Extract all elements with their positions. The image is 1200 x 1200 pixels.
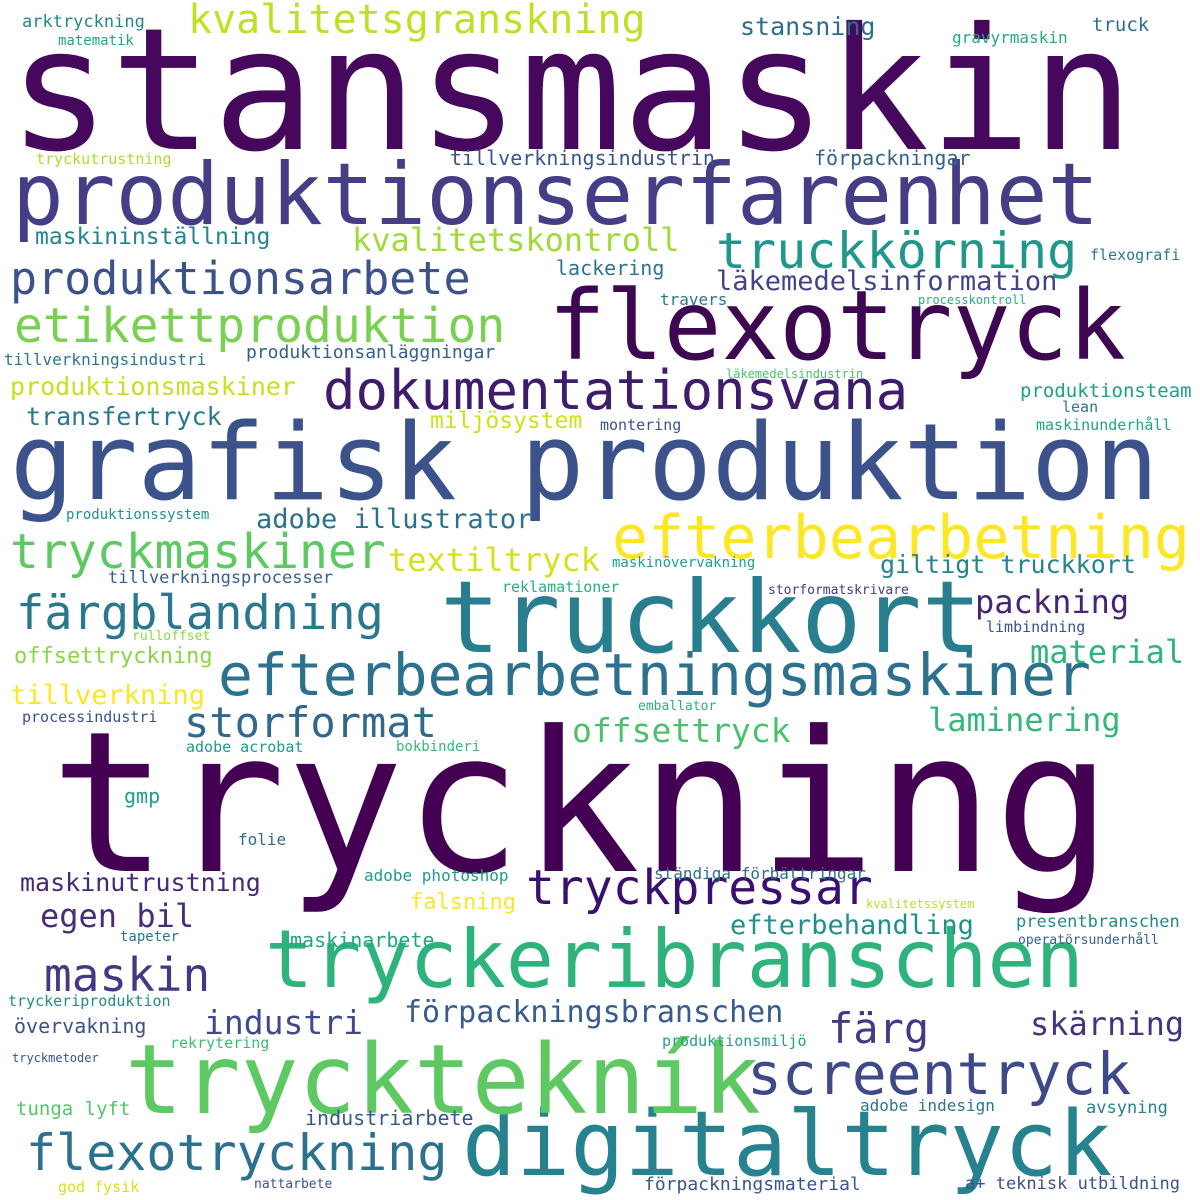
word-produktionsanlaggningar: produktionsanläggningar: [246, 342, 496, 363]
word-maskinutrustning: maskinutrustning: [20, 868, 261, 897]
word-flexotryckning: flexotryckning: [26, 1124, 448, 1182]
word-rulloffset: rulloffset: [132, 629, 211, 644]
word-laminering: laminering: [928, 701, 1121, 739]
word-textiltryck: textiltryck: [388, 541, 600, 579]
word-offsettryckning: offsettryckning: [14, 644, 213, 669]
word-fargblandning: färgblandning: [16, 586, 384, 641]
word-reklamationer: reklamationer: [502, 578, 620, 596]
word-forpackningsbranschen: förpackningsbranschen: [404, 995, 784, 1030]
word-folie: folie: [238, 830, 287, 849]
word-stansmaskin: stansmaskin: [8, 0, 1134, 190]
word-maskinarbete: maskinarbete: [290, 928, 435, 952]
word-gmp: gmp: [124, 784, 161, 808]
word-dokumentationsvana: dokumentationsvana: [323, 359, 909, 422]
word-lakemedelsinformation: läkemedelsinformation: [716, 266, 1058, 297]
word-efterbearbetning: efterbearbetning: [612, 503, 1190, 573]
word-miljosystem: miljösystem: [430, 408, 583, 434]
word-lakemedelsindustrin: läkemedelsindustrin: [726, 367, 864, 381]
word-tapeter: tapeter: [120, 929, 180, 945]
word-falsning: falsning: [410, 890, 516, 915]
word-tillverkning: tillverkning: [10, 680, 206, 711]
word-produktionsteam: produktionsteam: [1020, 380, 1192, 402]
word-digitaltryck: digitaltryck: [462, 1092, 1113, 1197]
word-offsettryck: offsettryck: [572, 711, 791, 750]
word-produktionsmiljo: produktionsmiljö: [662, 1032, 807, 1050]
word-material: material: [1030, 633, 1185, 671]
word-tunga-lyft: tunga lyft: [16, 1098, 131, 1120]
word-maskin: maskin: [44, 948, 211, 1002]
word-storformat: storformat: [184, 698, 437, 747]
word-efterbehandling: efterbehandling: [730, 910, 974, 941]
word-kvalitetssystem: kvalitetssystem: [866, 897, 975, 911]
word-tryckeriproduktion: tryckeriproduktion: [8, 992, 171, 1010]
word-transfertryck: transfertryck: [26, 402, 222, 431]
word-travers: travers: [660, 290, 728, 309]
word-tillverkningsprocesser: tillverkningsprocesser: [108, 568, 334, 588]
word-emballator: emballator: [638, 699, 717, 714]
word-tillverkningsindustrin: tillverkningsindustrin: [450, 146, 715, 170]
word-overvakning: övervakning: [14, 1014, 147, 1038]
word-arktryckning: arktryckning: [22, 12, 145, 32]
word-montering: montering: [600, 416, 682, 434]
word-produktionssystem: produktionssystem: [66, 507, 210, 523]
word-maskinunderhall: maskinunderhåll: [1036, 416, 1172, 434]
word-kvalitetsgranskning: kvalitetsgranskning: [188, 0, 646, 43]
word-truckkort: truckkort: [440, 559, 982, 676]
word-tryckeribranschen: tryckeribranschen: [265, 913, 1084, 1006]
word-bokbinderi: bokbinderi: [396, 739, 481, 755]
word-produktionserfarenhet: produktionserfarenhet: [12, 145, 1100, 245]
word-presentbranschen: presentbranschen: [1016, 912, 1180, 932]
word-adobe-indesign: adobe indesign: [860, 1096, 995, 1115]
word-storformatskrivare: storformatskrivare: [768, 583, 909, 598]
word-processindustri: processindustri: [22, 708, 158, 726]
word-forpackningsmaterial: förpackningsmaterial: [644, 1174, 861, 1195]
word-efterbearbetningsmaskiner: efterbearbetningsmaskiner: [218, 641, 1091, 709]
word-truckkorning: truckkörning: [716, 222, 1078, 280]
word-produktionsmaskiner: produktionsmaskiner: [10, 372, 296, 401]
word-a-teknisk-utbildning: a+ teknisk utbildning: [965, 1174, 1180, 1194]
word-industri: industri: [204, 1003, 363, 1042]
word-farg: färg: [828, 1004, 930, 1053]
word-processkontroll: processkontroll: [918, 293, 1027, 307]
word-tryckmetoder: tryckmetoder: [12, 1051, 99, 1065]
word-tryckmaskiner: tryckmaskiner: [10, 524, 386, 580]
word-tryckning: tryckning: [50, 690, 1113, 918]
word-operatorsunderhall: operatörsunderhåll: [1018, 933, 1159, 948]
word-nattarbete: nattarbete: [254, 1177, 333, 1192]
word-forpackningar: förpackningar: [814, 146, 971, 170]
word-matematik: matematik: [58, 33, 134, 49]
word-stansning: stansning: [740, 12, 876, 41]
word-maskininstallning: maskininställning: [35, 224, 271, 250]
word-tryckteknik: trycktekník: [125, 1024, 761, 1136]
word-standiga-forbattringar: ständiga förbättringar: [654, 864, 866, 883]
word-lean: lean: [1062, 398, 1099, 416]
word-tryckutrustning: tryckutrustning: [36, 150, 172, 168]
word-limbindning: limbindning: [986, 618, 1086, 636]
word-god-fysik: god fysik: [58, 1178, 140, 1196]
word-skarning: skärning: [1030, 1005, 1185, 1043]
word-rekrytering: rekrytering: [170, 1034, 270, 1052]
word-tryckpressar: tryckpressar: [526, 860, 873, 916]
word-adobe-photoshop: adobe photoshop: [364, 866, 509, 885]
word-maskinovervakning: maskinövervakning: [612, 555, 756, 571]
word-lackering: lackering: [556, 256, 665, 280]
word-gravyrmaskin: gravyrmaskin: [952, 28, 1068, 47]
word-truck: truck: [1092, 14, 1150, 36]
word-adobe-acrobat: adobe acrobat: [186, 738, 304, 756]
word-egen-bil: egen bil: [40, 897, 195, 935]
word-adobe-illustrator: adobe illustrator: [256, 504, 533, 535]
word-industriarbete: industriarbete: [305, 1106, 474, 1130]
word-giltigt-truckkort: giltigt truckkort: [880, 550, 1136, 579]
word-screentryck: screentryck: [747, 1040, 1132, 1108]
word-avsyning: avsyning: [1086, 1098, 1168, 1118]
word-tillverkningsindustri: tillverkningsindustri: [4, 350, 207, 369]
word-etikettproduktion: etikettproduktion: [14, 298, 506, 354]
word-grafisk-produktion: grafisk produktion: [10, 401, 1159, 524]
word-flexotryck: flexotryck: [548, 270, 1126, 382]
word-flexografi: flexografi: [1090, 246, 1181, 264]
word-packning: packning: [975, 583, 1130, 621]
word-kvalitetskontroll: kvalitetskontroll: [352, 221, 680, 259]
word-produktionsarbete: produktionsarbete: [10, 252, 471, 305]
